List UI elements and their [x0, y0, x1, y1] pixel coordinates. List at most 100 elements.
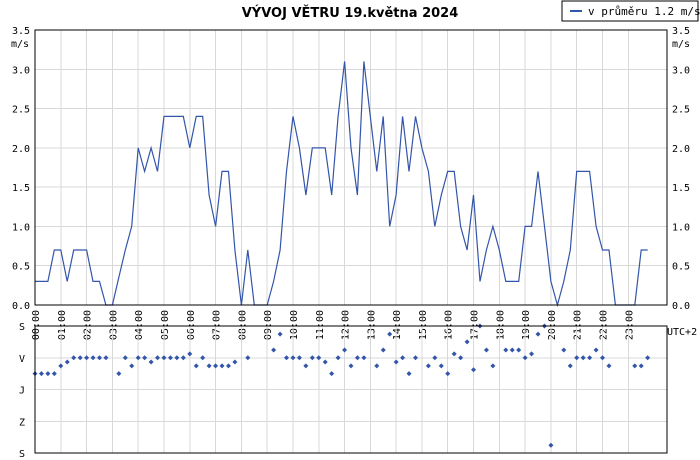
legend-label: v průměru 1.2 m/s: [588, 5, 700, 18]
direction-point: [290, 355, 296, 361]
x-tick-label: 03:00: [108, 310, 119, 340]
direction-point: [206, 363, 212, 369]
direction-point: [516, 347, 522, 353]
direction-point: [425, 363, 431, 369]
y-tick-label-left: 3.0: [12, 65, 30, 76]
direction-point: [129, 363, 135, 369]
direction-point: [284, 355, 290, 361]
x-tick-label: 01:00: [57, 310, 68, 340]
direction-tick-label: S: [19, 322, 25, 333]
direction-point: [361, 355, 367, 361]
direction-point: [90, 355, 96, 361]
direction-point: [503, 347, 509, 353]
direction-point: [148, 359, 154, 365]
direction-point: [593, 347, 599, 353]
bottom-plot-frame: [34, 325, 668, 454]
direction-point: [309, 355, 315, 361]
x-tick-label: 11:00: [315, 310, 326, 340]
direction-point: [522, 355, 528, 361]
direction-point: [432, 355, 438, 361]
x-tick-label: 04:00: [134, 310, 145, 340]
y-tick-label-left: 3.5: [12, 26, 30, 37]
direction-point: [458, 355, 464, 361]
y-tick-label-right: 0.0: [672, 301, 690, 312]
direction-point: [342, 347, 348, 353]
x-tick-label: 12:00: [341, 310, 352, 340]
direction-point: [335, 355, 341, 361]
direction-point: [606, 363, 612, 369]
direction-point: [509, 347, 515, 353]
direction-point: [632, 363, 638, 369]
top-plot-frame: [34, 29, 668, 306]
direction-point: [387, 331, 393, 337]
direction-point: [167, 355, 173, 361]
x-tick-label: 21:00: [573, 310, 584, 340]
y-tick-label-right: 0.5: [672, 262, 690, 273]
direction-point: [103, 355, 109, 361]
direction-point: [490, 363, 496, 369]
direction-point: [71, 355, 77, 361]
direction-point: [77, 355, 83, 361]
x-tick-label: 22:00: [599, 310, 610, 340]
x-tick-label: 15:00: [418, 310, 429, 340]
direction-point: [354, 355, 360, 361]
direction-point: [483, 347, 489, 353]
direction-point: [567, 363, 573, 369]
direction-point: [548, 442, 554, 448]
y-tick-label-left: 1.0: [12, 222, 30, 233]
direction-point: [174, 355, 180, 361]
x-tick-label: 06:00: [186, 310, 197, 340]
x-tick-label: 10:00: [289, 310, 300, 340]
direction-point: [406, 371, 412, 377]
direction-point: [645, 355, 651, 361]
x-tick-label: 05:00: [160, 310, 171, 340]
chart-title: VÝVOJ VĚTRU 19.května 2024: [242, 5, 459, 21]
legend: v průměru 1.2 m/s: [561, 0, 700, 22]
y-tick-label-right: 1.0: [672, 222, 690, 233]
x-tick-label: 14:00: [392, 310, 403, 340]
direction-point: [155, 355, 161, 361]
y-tick-label-left: 0.0: [12, 301, 30, 312]
y-tick-label-right: 3.5: [672, 26, 690, 37]
direction-point: [96, 355, 102, 361]
direction-point: [529, 351, 535, 357]
direction-tick-label: V: [19, 354, 25, 365]
x-tick-label: 23:00: [624, 310, 635, 340]
x-tick-label: 16:00: [444, 310, 455, 340]
x-tick-label: 20:00: [547, 310, 558, 340]
direction-point: [58, 363, 64, 369]
direction-point: [348, 363, 354, 369]
direction-point: [38, 371, 44, 377]
y-tick-label-left: 2.5: [12, 105, 30, 116]
direction-point: [84, 355, 90, 361]
direction-point: [245, 355, 251, 361]
direction-point: [587, 355, 593, 361]
direction-point: [45, 371, 51, 377]
y-tick-label-left: 1.5: [12, 183, 30, 194]
direction-point: [277, 331, 283, 337]
direction-point: [116, 371, 122, 377]
timezone-label: UTC+2: [667, 327, 697, 338]
y-axis-unit-right: m/s: [672, 39, 690, 50]
x-tick-label: 18:00: [495, 310, 506, 340]
direction-point: [187, 351, 193, 357]
direction-point: [438, 363, 444, 369]
direction-point: [535, 331, 541, 337]
direction-tick-label: S: [19, 449, 25, 460]
wind-speed-line: [35, 61, 648, 308]
x-tick-label: 00:00: [31, 310, 42, 340]
direction-point: [193, 363, 199, 369]
direction-point: [471, 367, 477, 373]
direction-point: [322, 359, 328, 365]
direction-point: [380, 347, 386, 353]
direction-point: [303, 363, 309, 369]
direction-point: [180, 355, 186, 361]
direction-point: [561, 347, 567, 353]
direction-point: [600, 355, 606, 361]
y-axis-unit-left: m/s: [11, 39, 29, 50]
y-tick-label-right: 1.5: [672, 183, 690, 194]
x-tick-label: 02:00: [83, 310, 94, 340]
direction-point: [574, 355, 580, 361]
y-tick-label-right: 3.0: [672, 65, 690, 76]
